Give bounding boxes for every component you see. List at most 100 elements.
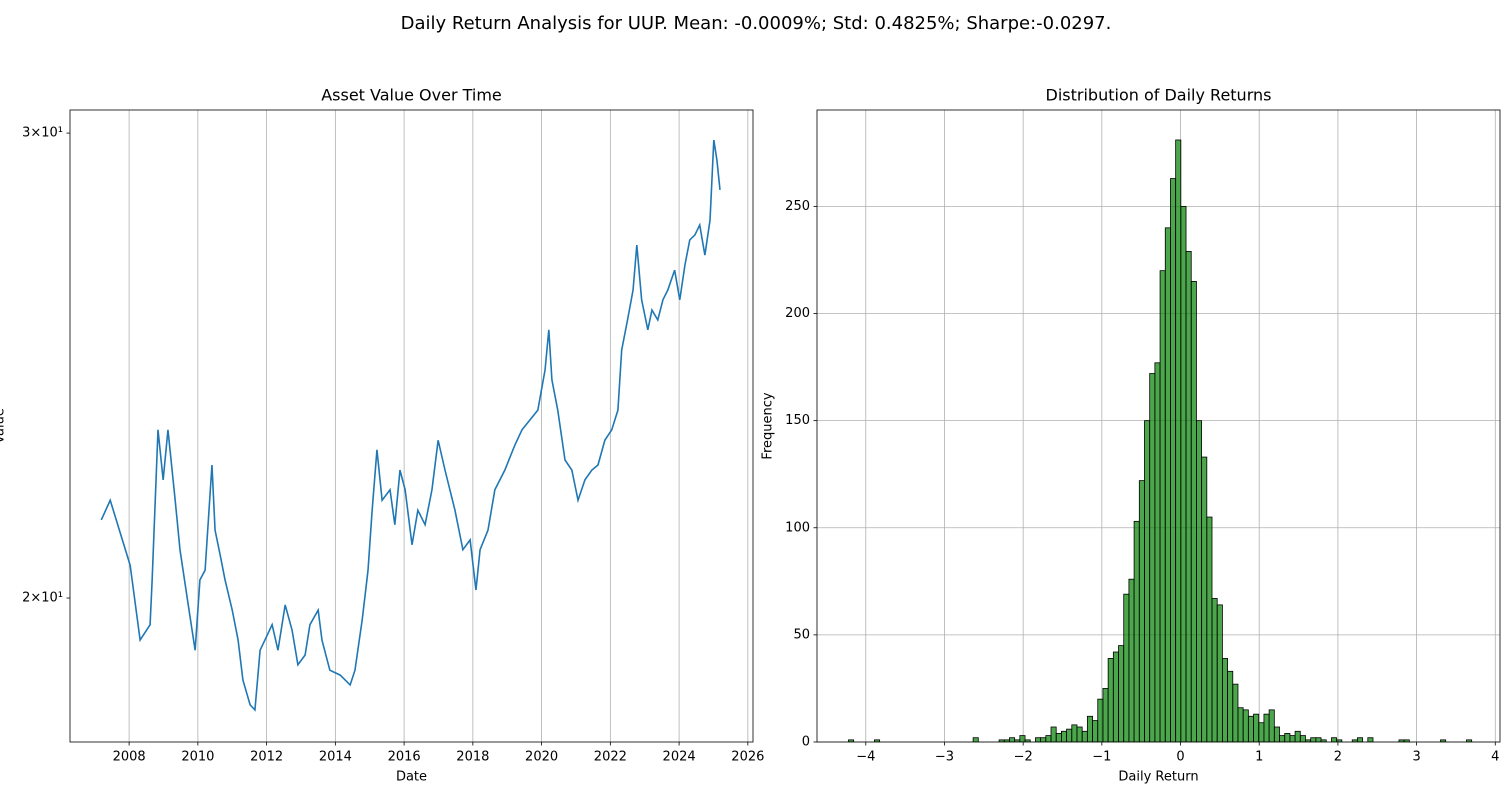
histogram-bar <box>1081 730 1088 742</box>
histogram-bar <box>1294 730 1301 742</box>
histogram-bar <box>1128 578 1135 742</box>
y-tick-label: 200 <box>785 306 810 321</box>
histogram-bar <box>1258 722 1265 742</box>
histogram-bar <box>1164 227 1171 742</box>
histogram-bar <box>1050 726 1057 742</box>
histogram-bar <box>1206 516 1213 742</box>
histogram-bar <box>1331 737 1338 742</box>
histogram-bar <box>1035 737 1042 742</box>
y-axis-label: Frequency <box>761 392 776 459</box>
x-tick-label: 4 <box>1491 750 1499 765</box>
histogram-bar <box>1086 715 1093 742</box>
histogram-bar <box>1159 270 1166 742</box>
axes-frame <box>69 109 754 743</box>
histogram-bar <box>1066 728 1073 742</box>
axes: 2008 2010 2012 2014 2016 2018 2020 2022 2024 2026… <box>0 86 764 785</box>
histogram-bar <box>1175 139 1182 742</box>
histogram-bar <box>1196 420 1203 742</box>
axes-title: Distribution of Daily Returns <box>1046 86 1272 105</box>
x-tick-label: 2024 <box>663 750 696 765</box>
histogram-bar <box>1190 280 1197 742</box>
x-tick-label: −2 <box>1014 750 1033 765</box>
histogram-bar <box>1055 733 1062 742</box>
histogram-bar <box>1221 658 1228 742</box>
x-axis-label: Daily Return <box>1118 770 1198 785</box>
histogram-bar <box>1201 456 1208 742</box>
histogram-bar <box>1092 720 1099 742</box>
histogram-bar <box>1144 420 1151 742</box>
x-tick-label: 2010 <box>181 750 214 765</box>
histogram-bar <box>1310 737 1317 742</box>
histogram-bar <box>1253 713 1260 742</box>
histogram-bar <box>1242 709 1249 742</box>
axes-frame <box>816 109 1501 743</box>
histogram-bar <box>1237 707 1244 742</box>
histogram-bar <box>1263 713 1270 742</box>
histogram-bar <box>1299 735 1306 742</box>
histogram-bar <box>1107 658 1114 742</box>
histogram-bar <box>1076 726 1083 742</box>
x-tick-label: −1 <box>1092 750 1111 765</box>
x-tick-label: 0 <box>1176 750 1184 765</box>
histogram-bar <box>1118 645 1125 742</box>
x-tick-label: 3 <box>1412 750 1420 765</box>
y-axis-label: Value <box>0 408 8 444</box>
histogram-bar <box>1273 726 1280 742</box>
histogram-bar <box>1009 737 1016 742</box>
histogram-bar <box>1097 698 1104 742</box>
y-tick-label: 100 <box>785 520 810 535</box>
axes: −4 −3 −2 −1 0 1 2 3 4 0 50 100 150 200 250 Distribution… <box>761 86 1501 785</box>
figure-title: Daily Return Analysis for UUP. Mean: -0.… <box>401 13 1112 34</box>
histogram-bar <box>1045 735 1052 742</box>
x-tick-label: 2026 <box>731 750 764 765</box>
histogram-bar <box>1367 737 1374 742</box>
y-tick-label: 2×10¹ <box>22 591 63 606</box>
histogram-bar <box>1315 737 1322 742</box>
histogram-bar <box>1019 735 1026 742</box>
x-tick-label: −4 <box>856 750 875 765</box>
histogram-bar <box>1279 735 1286 742</box>
histogram-bar <box>1170 178 1177 742</box>
x-tick-label: 2016 <box>388 750 421 765</box>
histogram-bar <box>1357 737 1364 742</box>
y-tick-label: 0 <box>802 735 810 750</box>
y-tick-label: 250 <box>785 199 810 214</box>
histogram-bar <box>1071 724 1078 742</box>
histogram-bar <box>1180 206 1187 742</box>
histogram-bar <box>1247 715 1254 742</box>
histogram-bar <box>1284 733 1291 742</box>
y-tick-label: 150 <box>785 413 810 428</box>
x-tick-label: 2022 <box>594 750 627 765</box>
histogram-bar <box>1154 362 1161 742</box>
x-tick-label: 2020 <box>525 750 558 765</box>
x-axis-label: Date <box>396 770 427 785</box>
y-tick-label: 3×10¹ <box>22 126 63 141</box>
histogram-bar <box>972 737 979 742</box>
histogram-bar <box>1040 737 1047 742</box>
x-tick-label: 1 <box>1255 750 1263 765</box>
y-tick-label: 50 <box>793 627 810 642</box>
axes-title: Asset Value Over Time <box>321 86 502 105</box>
line <box>100 139 721 712</box>
histogram-bar <box>1227 670 1234 742</box>
histogram-bar <box>1216 604 1223 742</box>
x-tick-label: −3 <box>935 750 954 765</box>
histogram-bar <box>1133 520 1140 742</box>
x-tick-label: 2008 <box>113 750 146 765</box>
histogram-bar <box>1123 593 1130 742</box>
x-tick-label: 2012 <box>250 750 283 765</box>
histogram-bar <box>1232 683 1239 742</box>
histogram-bar <box>1185 250 1192 742</box>
histogram-bar <box>1268 709 1275 742</box>
histogram-bar <box>1112 651 1119 742</box>
histogram-bar <box>1102 688 1109 742</box>
histogram-bar <box>1061 730 1067 742</box>
x-tick-label: 2014 <box>319 750 352 765</box>
histogram-bar <box>1211 598 1218 742</box>
histogram-bar <box>1149 373 1156 742</box>
histogram-bar <box>1138 480 1145 742</box>
histogram-bar <box>1289 735 1296 742</box>
